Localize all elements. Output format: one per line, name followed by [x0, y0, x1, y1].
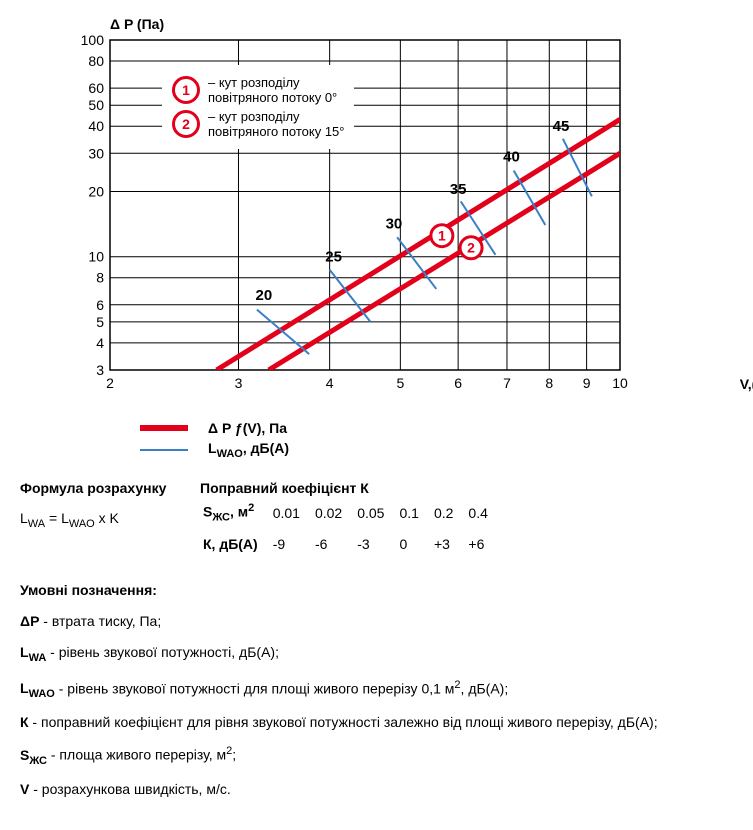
bottom-legend-item: LWAO, дБ(А): [140, 440, 753, 460]
bottom-legend: Δ P ƒ(V), Па LWAO, дБ(А): [140, 420, 753, 460]
legend-swatch-icon: [140, 449, 188, 451]
legend-marker-icon: 2: [172, 110, 200, 138]
coef-value: -9: [272, 531, 312, 558]
chart-container: Δ P (Па) 2345678910345681020304050608010…: [70, 20, 753, 400]
svg-text:6: 6: [454, 375, 462, 391]
definitions-title: Умовні позначення:: [20, 580, 753, 601]
svg-text:20: 20: [88, 183, 104, 199]
coef-value: 0.05: [356, 498, 396, 529]
definition-item: V - розрахункова швидкість, м/с.: [20, 779, 753, 800]
definition-item: LWAO - рівень звукової потужності для пл…: [20, 677, 753, 703]
svg-text:5: 5: [396, 375, 404, 391]
svg-text:50: 50: [88, 97, 104, 113]
svg-text:3: 3: [96, 362, 104, 378]
legend-swatch-icon: [140, 425, 188, 431]
svg-text:2: 2: [467, 240, 475, 256]
definition-item: К - поправний коефіцієнт для рівня звуко…: [20, 712, 753, 733]
svg-text:4: 4: [326, 375, 334, 391]
svg-text:7: 7: [503, 375, 511, 391]
svg-text:5: 5: [96, 314, 104, 330]
coef-label: SЖС, м2: [202, 498, 270, 529]
series-legend: 1 – кут розподілуповітряного потоку 0° 2 – …: [162, 65, 354, 149]
svg-text:25: 25: [325, 249, 342, 266]
legend-item: 2 – кут розподілуповітряного потоку 15°: [172, 109, 344, 139]
coef-row: К, дБ(А)-9-6-30+3+6: [202, 531, 500, 558]
definition-item: ΔP - втрата тиску, Па;: [20, 611, 753, 632]
svg-text:40: 40: [503, 148, 520, 165]
svg-text:30: 30: [386, 215, 403, 232]
bottom-legend-label: LWAO, дБ(А): [208, 440, 289, 460]
svg-text:8: 8: [96, 270, 104, 286]
svg-text:3: 3: [235, 375, 243, 391]
coef-value: 0.1: [398, 498, 430, 529]
legend-item: 1 – кут розподілуповітряного потоку 0°: [172, 75, 344, 105]
coef-value: 0: [398, 531, 430, 558]
svg-text:60: 60: [88, 80, 104, 96]
svg-text:40: 40: [88, 118, 104, 134]
definitions-list: ΔP - втрата тиску, Па; LWA - рівень звуко…: [20, 611, 753, 800]
legend-text: – кут розподілуповітряного потоку 0°: [208, 75, 337, 105]
bottom-legend-item: Δ P ƒ(V), Па: [140, 420, 753, 436]
coef-value: 0.01: [272, 498, 312, 529]
definitions-section: Умовні позначення: ΔP - втрата тиску, Па…: [20, 580, 753, 800]
svg-text:6: 6: [96, 297, 104, 313]
coef-row: SЖС, м20.010.020.050.10.20.4: [202, 498, 500, 529]
formula-title: Формула розрахунку: [20, 480, 180, 496]
coef-value: 0.2: [433, 498, 465, 529]
svg-text:1: 1: [438, 228, 446, 244]
coef-value: -6: [314, 531, 354, 558]
x-axis-label: V,(м/с): [740, 376, 753, 392]
svg-text:30: 30: [88, 145, 104, 161]
formula-section: Формула розрахунку LWA = LWAO x K Поправ…: [20, 480, 753, 560]
coef-title: Поправний коефіцієнт К: [200, 480, 502, 496]
legend-marker-icon: 1: [172, 76, 200, 104]
y-axis-label: Δ P (Па): [110, 16, 164, 32]
svg-text:20: 20: [256, 287, 273, 304]
coef-value: +3: [433, 531, 465, 558]
coef-label: К, дБ(А): [202, 531, 270, 558]
svg-text:10: 10: [612, 375, 628, 391]
coef-value: 0.02: [314, 498, 354, 529]
coef-value: +6: [467, 531, 499, 558]
coef-value: -3: [356, 531, 396, 558]
svg-text:100: 100: [81, 32, 105, 48]
svg-text:45: 45: [553, 118, 570, 135]
svg-text:10: 10: [88, 249, 104, 265]
svg-text:35: 35: [450, 181, 467, 198]
legend-text: – кут розподілуповітряного потоку 15°: [208, 109, 344, 139]
bottom-legend-label: Δ P ƒ(V), Па: [208, 420, 287, 436]
coef-value: 0.4: [467, 498, 499, 529]
svg-text:8: 8: [545, 375, 553, 391]
coef-table: SЖС, м20.010.020.050.10.20.4К, дБ(А)-9-6…: [200, 496, 502, 560]
svg-text:2: 2: [106, 375, 114, 391]
definition-item: LWA - рівень звукової потужності, дБ(А);: [20, 642, 753, 666]
svg-text:80: 80: [88, 53, 104, 69]
svg-text:9: 9: [583, 375, 591, 391]
svg-text:4: 4: [96, 335, 104, 351]
formula-expression: LWA = LWAO x K: [20, 510, 180, 530]
definition-item: SЖС - площа живого перерізу, м2;: [20, 743, 753, 769]
